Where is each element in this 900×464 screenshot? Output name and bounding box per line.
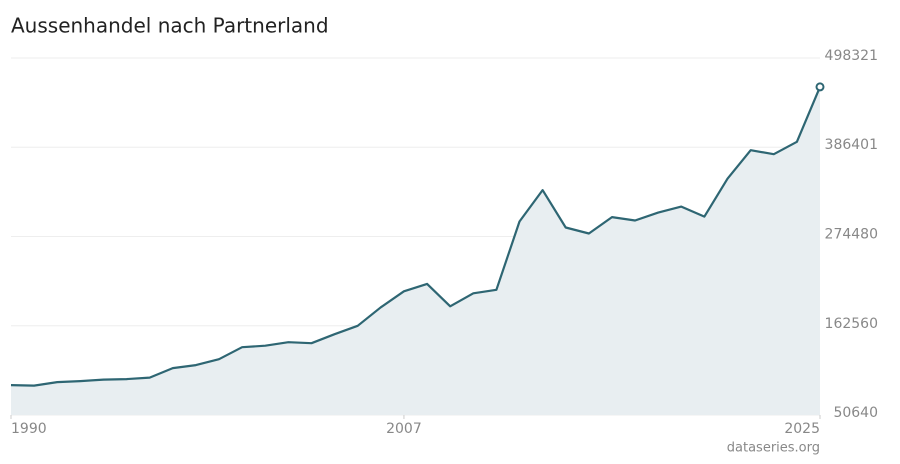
chart-title: Aussenhandel nach Partnerland [11,14,329,38]
x-tick-label: 1990 [11,421,47,437]
area [11,86,820,416]
y-tick-label: 50640 [833,405,878,421]
x-tick-label: 2025 [784,421,820,437]
y-tick-label: 274480 [825,227,878,243]
x-tick-label: 2007 [386,421,422,437]
y-tick-label: 162560 [825,316,878,332]
line [10,86,822,387]
y-tick-label: 386401 [825,137,878,153]
y-tick-label: 498321 [825,48,878,64]
end-marker [815,82,825,92]
source: dataseries.org [727,441,820,456]
